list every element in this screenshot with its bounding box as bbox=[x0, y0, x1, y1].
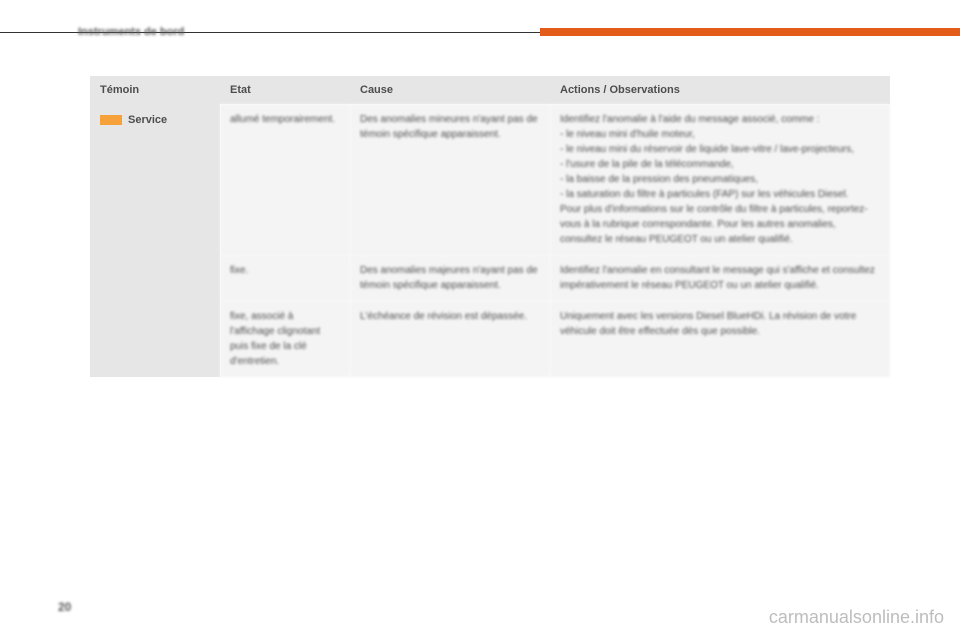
table-header-row: Témoin Etat Cause Actions / Observations bbox=[90, 76, 890, 104]
cell-actions: Identifiez l'anomalie en consultant le m… bbox=[550, 255, 890, 301]
page-number: 20 bbox=[58, 600, 71, 614]
cell-actions: Identifiez l'anomalie à l'aide du messag… bbox=[550, 104, 890, 255]
cell-cause: Des anomalies majeures n'ayant pas de té… bbox=[350, 255, 550, 301]
cell-actions: Uniquement avec les versions Diesel Blue… bbox=[550, 301, 890, 377]
list-item: la saturation du filtre à particules (FA… bbox=[560, 187, 880, 202]
warnings-table: Témoin Etat Cause Actions / Observations… bbox=[90, 76, 890, 377]
list-item: le niveau mini du réservoir de liquide l… bbox=[560, 142, 880, 157]
list-item: la baisse de la pression des pneumatique… bbox=[560, 172, 880, 187]
cell-etat: allumé temporairement. bbox=[220, 104, 350, 255]
actions-outro: Pour plus d'informations sur le contrôle… bbox=[560, 202, 880, 247]
th-temoin: Témoin bbox=[90, 76, 220, 104]
actions-intro: Identifiez l'anomalie à l'aide du messag… bbox=[560, 112, 880, 127]
watermark: carmanualsonline.info bbox=[769, 607, 944, 628]
th-actions: Actions / Observations bbox=[550, 76, 890, 104]
list-item: l'usure de la pile de la télécommande, bbox=[560, 157, 880, 172]
cell-cause: Des anomalies mineures n'ayant pas de té… bbox=[350, 104, 550, 255]
temoin-label: Service bbox=[128, 114, 167, 126]
table-row: Service allumé temporairement. Des anoma… bbox=[90, 104, 890, 255]
th-etat: Etat bbox=[220, 76, 350, 104]
cell-etat: fixe. bbox=[220, 255, 350, 301]
cell-etat: fixe, associé à l'affichage clignotant p… bbox=[220, 301, 350, 377]
th-cause: Cause bbox=[350, 76, 550, 104]
header-accent bbox=[540, 28, 960, 36]
section-title: Instruments de bord bbox=[78, 26, 184, 38]
list-item: le niveau mini d'huile moteur, bbox=[560, 127, 880, 142]
service-icon bbox=[100, 115, 122, 125]
actions-list: le niveau mini d'huile moteur, le niveau… bbox=[560, 127, 880, 202]
cell-temoin: Service bbox=[90, 104, 220, 377]
cell-cause: L'échéance de révision est dépassée. bbox=[350, 301, 550, 377]
